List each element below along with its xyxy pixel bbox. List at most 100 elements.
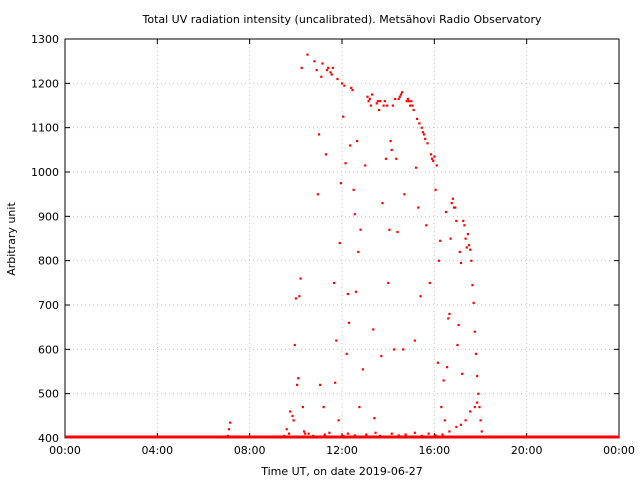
data-point bbox=[297, 377, 299, 379]
data-point bbox=[441, 433, 443, 435]
x-tick-label: 16:00 bbox=[418, 444, 450, 457]
data-point bbox=[227, 435, 229, 437]
x-tick-label: 00:00 bbox=[49, 444, 81, 457]
x-tick-label: 04:00 bbox=[141, 444, 173, 457]
data-point bbox=[304, 433, 306, 435]
data-point bbox=[446, 366, 448, 368]
data-point bbox=[394, 98, 396, 100]
data-point bbox=[406, 100, 408, 102]
chart-background bbox=[0, 0, 640, 480]
data-point bbox=[437, 362, 439, 364]
data-point bbox=[299, 277, 301, 279]
data-point bbox=[434, 189, 436, 191]
data-point bbox=[331, 73, 333, 75]
y-tick-label: 900 bbox=[38, 210, 59, 223]
data-point bbox=[448, 430, 450, 432]
data-point bbox=[294, 344, 296, 346]
data-point bbox=[347, 433, 349, 435]
data-point bbox=[393, 348, 395, 350]
data-point bbox=[464, 419, 466, 421]
data-point bbox=[333, 282, 335, 284]
data-point bbox=[381, 202, 383, 204]
y-tick-label: 700 bbox=[38, 299, 59, 312]
data-point bbox=[301, 67, 303, 69]
data-point bbox=[419, 295, 421, 297]
data-point bbox=[458, 324, 460, 326]
data-point bbox=[462, 220, 464, 222]
data-point bbox=[417, 206, 419, 208]
data-point bbox=[440, 406, 442, 408]
data-point bbox=[327, 67, 329, 69]
data-point bbox=[303, 430, 305, 432]
data-point bbox=[341, 82, 343, 84]
data-point bbox=[325, 153, 327, 155]
data-point bbox=[359, 229, 361, 231]
data-point bbox=[454, 206, 456, 208]
data-point bbox=[283, 435, 285, 437]
data-point bbox=[408, 100, 410, 102]
data-point bbox=[340, 182, 342, 184]
data-point bbox=[447, 317, 449, 319]
data-point bbox=[289, 410, 291, 412]
data-point bbox=[411, 105, 413, 107]
data-point bbox=[439, 240, 441, 242]
data-point bbox=[338, 419, 340, 421]
data-point bbox=[374, 432, 376, 434]
data-point bbox=[400, 93, 402, 95]
data-point bbox=[410, 100, 412, 102]
data-point bbox=[398, 434, 400, 436]
data-point bbox=[323, 406, 325, 408]
y-axis-label: Arbitrary unit bbox=[5, 202, 18, 276]
data-point bbox=[425, 224, 427, 226]
data-point bbox=[423, 133, 425, 135]
data-point bbox=[372, 328, 374, 330]
data-point bbox=[339, 242, 341, 244]
data-point bbox=[466, 246, 468, 248]
data-point bbox=[396, 231, 398, 233]
data-point bbox=[391, 149, 393, 151]
data-point bbox=[413, 109, 415, 111]
data-point bbox=[449, 238, 451, 240]
data-point bbox=[432, 160, 434, 162]
chart-canvas: 4005006007008009001000110012001300 00:00… bbox=[0, 0, 640, 480]
data-point bbox=[464, 238, 466, 240]
data-point bbox=[354, 213, 356, 215]
data-point bbox=[460, 424, 462, 426]
y-tick-label: 600 bbox=[38, 343, 59, 356]
data-point bbox=[295, 297, 297, 299]
chart-title: Total UV radiation intensity (uncalibrat… bbox=[142, 13, 542, 26]
data-point bbox=[469, 410, 471, 412]
x-tick-label: 12:00 bbox=[326, 444, 358, 457]
data-point bbox=[473, 302, 475, 304]
data-point bbox=[343, 85, 345, 87]
data-point bbox=[336, 78, 338, 80]
data-point bbox=[288, 433, 290, 435]
data-point bbox=[421, 435, 423, 437]
y-tick-label: 1200 bbox=[31, 77, 59, 90]
data-point bbox=[353, 189, 355, 191]
data-point bbox=[476, 375, 478, 377]
data-point bbox=[387, 282, 389, 284]
data-point bbox=[402, 348, 404, 350]
data-point bbox=[430, 153, 432, 155]
data-point bbox=[475, 353, 477, 355]
data-point bbox=[348, 322, 350, 324]
data-point bbox=[321, 62, 323, 64]
data-point bbox=[313, 60, 315, 62]
data-point bbox=[418, 122, 420, 124]
data-point bbox=[409, 105, 411, 107]
data-point bbox=[370, 105, 372, 107]
data-point bbox=[467, 233, 469, 235]
data-point bbox=[335, 339, 337, 341]
data-point bbox=[481, 430, 483, 432]
data-point bbox=[371, 93, 373, 95]
data-point bbox=[438, 260, 440, 262]
data-point bbox=[386, 105, 388, 107]
data-point bbox=[407, 98, 409, 100]
x-tick-label: 08:00 bbox=[234, 444, 266, 457]
data-point bbox=[312, 435, 314, 437]
data-point bbox=[342, 116, 344, 118]
data-point bbox=[424, 138, 426, 140]
data-point bbox=[471, 284, 473, 286]
data-point bbox=[445, 211, 447, 213]
